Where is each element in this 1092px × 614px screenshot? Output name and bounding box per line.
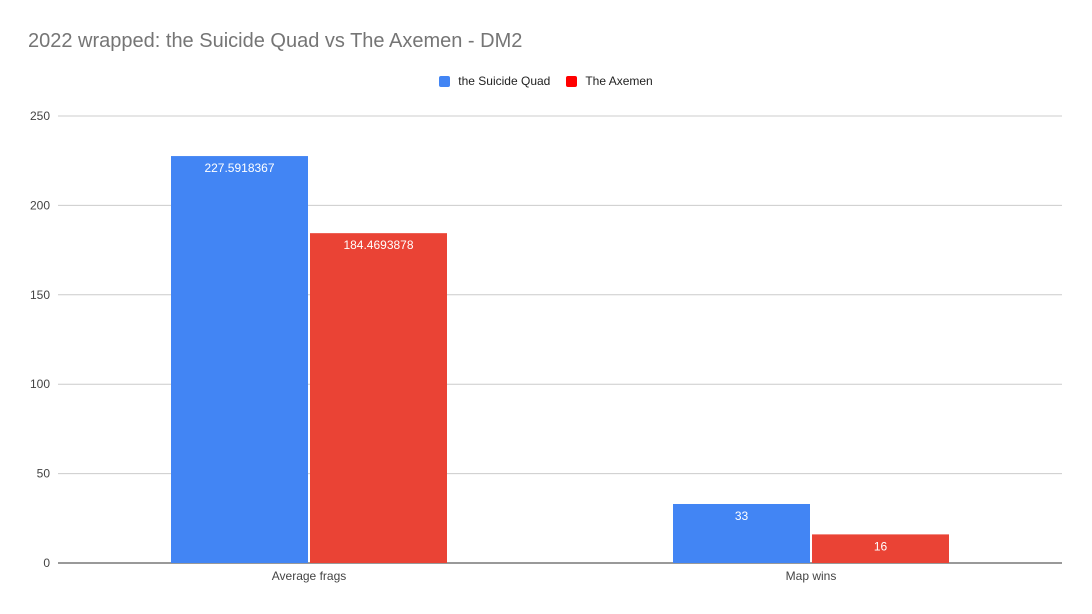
x-tick-label: Map wins [786,569,837,583]
data-label: 227.5918367 [204,161,274,175]
y-tick-label: 250 [30,109,50,123]
legend-label: The Axemen [585,74,653,88]
data-label: 184.4693878 [343,238,413,252]
legend-swatch [439,75,451,87]
legend-item-suicide-quad[interactable]: the Suicide Quad [439,74,550,88]
legend-label: the Suicide Quad [458,74,551,88]
bar-suicide-quad-map-wins[interactable] [673,503,810,563]
y-tick-label: 100 [30,377,50,391]
legend: the Suicide Quad The Axemen [0,74,1092,88]
bar-suicide-quad-average-frags[interactable] [171,156,308,563]
data-label: 33 [735,509,749,523]
y-tick-label: 50 [37,467,51,481]
x-tick-label: Average frags [272,569,347,583]
chart-title: 2022 wrapped: the Suicide Quad vs The Ax… [28,30,523,52]
legend-swatch [566,75,578,87]
data-label: 16 [874,539,888,553]
bar-axemen-average-frags[interactable] [310,233,447,563]
bar-axemen-map-wins[interactable] [812,534,949,563]
legend-item-axemen[interactable]: The Axemen [566,74,653,88]
y-tick-label: 150 [30,288,50,302]
y-tick-label: 0 [43,556,50,570]
y-tick-label: 200 [30,198,50,212]
